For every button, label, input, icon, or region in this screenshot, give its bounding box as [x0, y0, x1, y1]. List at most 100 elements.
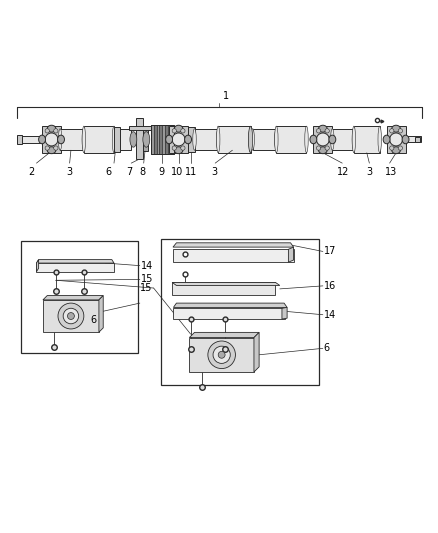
Ellipse shape	[274, 126, 277, 153]
Polygon shape	[281, 308, 286, 319]
Ellipse shape	[377, 126, 381, 153]
Polygon shape	[288, 247, 293, 262]
Bar	[17, 135, 22, 144]
Ellipse shape	[58, 303, 84, 329]
Text: 15: 15	[140, 283, 152, 293]
Bar	[168, 125, 171, 154]
Ellipse shape	[391, 125, 399, 132]
Polygon shape	[172, 282, 279, 286]
Bar	[60, 128, 84, 150]
Ellipse shape	[45, 128, 49, 133]
Text: 9: 9	[158, 167, 164, 176]
Text: 6: 6	[90, 316, 96, 325]
Bar	[414, 138, 419, 142]
Ellipse shape	[130, 132, 137, 147]
Text: 12: 12	[336, 167, 349, 176]
Polygon shape	[173, 243, 293, 247]
Bar	[187, 127, 194, 152]
Ellipse shape	[389, 128, 393, 133]
Bar	[43, 300, 99, 332]
Bar	[171, 125, 174, 154]
Bar	[42, 126, 61, 153]
Text: 14: 14	[323, 310, 335, 320]
Ellipse shape	[172, 128, 176, 133]
Ellipse shape	[212, 346, 230, 364]
Bar	[129, 126, 150, 130]
Bar	[218, 126, 250, 153]
Bar	[405, 136, 420, 142]
Ellipse shape	[180, 146, 185, 150]
Ellipse shape	[216, 128, 219, 150]
Polygon shape	[36, 260, 114, 263]
Bar	[173, 308, 285, 319]
Ellipse shape	[82, 126, 85, 153]
Polygon shape	[99, 296, 103, 332]
Ellipse shape	[324, 128, 328, 133]
Ellipse shape	[318, 147, 326, 154]
Bar	[84, 126, 114, 153]
Ellipse shape	[324, 146, 328, 150]
Polygon shape	[36, 263, 114, 272]
Ellipse shape	[391, 147, 399, 154]
Bar	[252, 128, 276, 150]
Bar	[153, 125, 156, 154]
Text: 3: 3	[210, 167, 216, 176]
Ellipse shape	[53, 128, 58, 133]
Bar	[173, 249, 293, 262]
Ellipse shape	[330, 128, 333, 150]
Text: 10: 10	[171, 167, 183, 176]
Ellipse shape	[47, 125, 56, 132]
Ellipse shape	[39, 135, 46, 144]
Ellipse shape	[274, 128, 277, 150]
Bar	[161, 238, 318, 385]
Bar	[120, 128, 131, 150]
Bar	[156, 125, 159, 154]
Text: 6: 6	[323, 343, 329, 353]
Bar	[353, 126, 379, 153]
Bar	[386, 126, 405, 153]
Ellipse shape	[45, 146, 49, 150]
Ellipse shape	[251, 128, 254, 150]
Ellipse shape	[165, 135, 172, 144]
Text: 7: 7	[126, 167, 132, 176]
Text: 2: 2	[28, 167, 34, 176]
Ellipse shape	[351, 128, 355, 150]
Ellipse shape	[304, 126, 307, 153]
Text: 6: 6	[106, 167, 112, 176]
Polygon shape	[36, 260, 39, 272]
Bar	[276, 126, 306, 153]
Ellipse shape	[401, 135, 408, 144]
Text: 3: 3	[365, 167, 371, 176]
Text: 1: 1	[223, 91, 229, 101]
Ellipse shape	[82, 128, 85, 150]
Ellipse shape	[47, 147, 56, 154]
Bar	[114, 127, 120, 152]
Ellipse shape	[328, 135, 335, 144]
Bar	[194, 128, 218, 150]
Ellipse shape	[58, 128, 62, 150]
Ellipse shape	[351, 126, 355, 153]
Ellipse shape	[53, 146, 58, 150]
Bar	[189, 337, 253, 372]
Bar	[17, 136, 45, 143]
Text: 3: 3	[67, 167, 73, 176]
Ellipse shape	[174, 147, 183, 154]
Ellipse shape	[316, 128, 320, 133]
Bar	[313, 126, 332, 153]
Ellipse shape	[318, 125, 326, 132]
Ellipse shape	[57, 135, 64, 144]
Bar	[162, 125, 165, 154]
Ellipse shape	[397, 128, 402, 133]
Ellipse shape	[309, 135, 316, 144]
Bar	[136, 118, 143, 159]
Ellipse shape	[63, 308, 78, 324]
Ellipse shape	[218, 351, 225, 358]
Polygon shape	[173, 303, 286, 308]
Text: 11: 11	[184, 167, 197, 176]
Ellipse shape	[192, 128, 196, 150]
Bar	[159, 125, 162, 154]
Ellipse shape	[208, 341, 235, 368]
Ellipse shape	[382, 135, 389, 144]
Ellipse shape	[45, 133, 58, 146]
Text: 14: 14	[140, 261, 152, 271]
